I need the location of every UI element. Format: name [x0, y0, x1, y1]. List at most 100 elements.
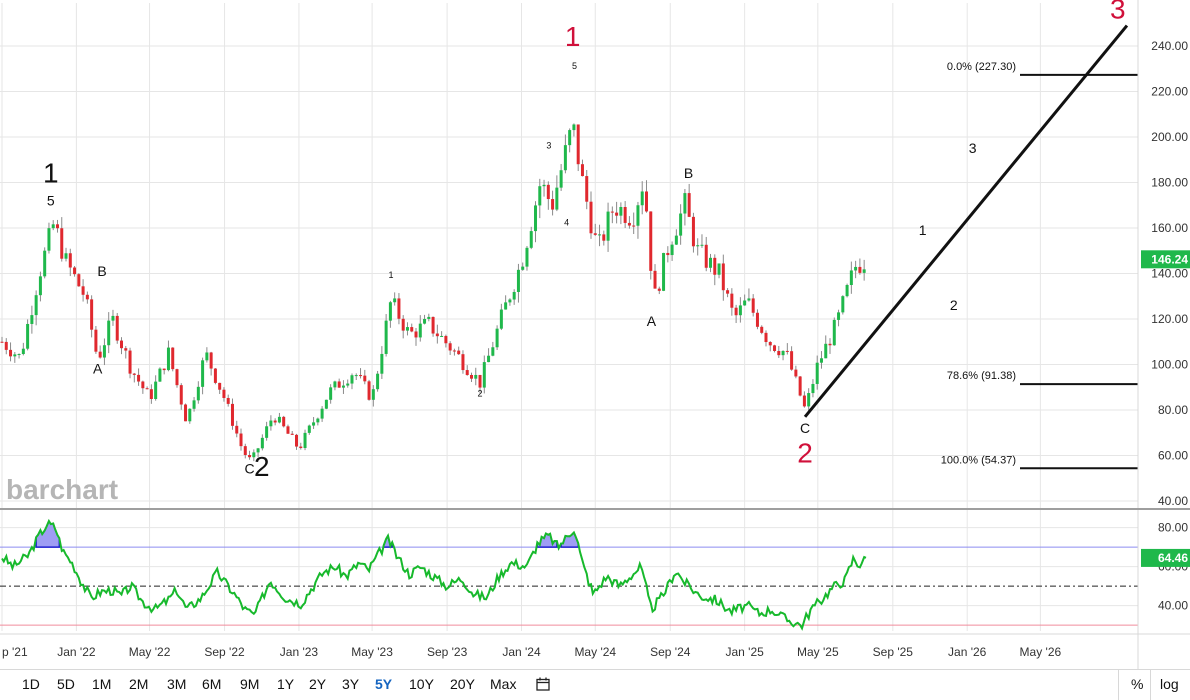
- candle-body: [465, 370, 469, 375]
- candle-body: [495, 328, 499, 348]
- range-button-5y[interactable]: 5Y: [375, 676, 393, 692]
- candle-body: [188, 408, 192, 422]
- toolbar-separator: [1150, 670, 1151, 700]
- candle-body: [371, 389, 375, 400]
- range-button-2y[interactable]: 2Y: [309, 676, 327, 692]
- watermark-logo: barchart: [6, 474, 118, 505]
- candle-body: [845, 285, 849, 297]
- candle-body: [128, 350, 132, 374]
- calendar-icon[interactable]: [536, 677, 550, 691]
- candle-body: [269, 420, 273, 427]
- candle-body: [653, 270, 657, 289]
- candle-body: [452, 350, 456, 352]
- candle-body: [504, 302, 508, 310]
- candle-body: [521, 266, 525, 270]
- candle-body: [410, 327, 414, 332]
- candle-body: [674, 235, 678, 245]
- range-button-2m[interactable]: 2M: [129, 676, 149, 692]
- range-button-1y[interactable]: 1Y: [277, 676, 295, 692]
- range-button-max[interactable]: Max: [490, 676, 517, 692]
- wave-label: 4: [564, 218, 569, 228]
- y-tick-label: 240.00: [1151, 39, 1188, 53]
- range-button-1d[interactable]: 1D: [22, 676, 40, 692]
- rsi-last-value: 64.46: [1158, 551, 1188, 565]
- candle-body: [546, 184, 550, 200]
- candle-body: [747, 298, 751, 301]
- candle-body: [30, 315, 34, 324]
- candle-body: [427, 316, 431, 319]
- range-button-9m[interactable]: 9M: [240, 676, 260, 692]
- log-toggle[interactable]: log: [1160, 676, 1179, 692]
- toolbar-separator: [1118, 670, 1119, 700]
- candle-body: [580, 164, 584, 177]
- wave-label: 5: [47, 192, 55, 208]
- rsi-last-badge: [1141, 548, 1190, 567]
- y-tick-label: 60.00: [1158, 449, 1188, 463]
- candle-body: [666, 252, 670, 256]
- candle-body: [333, 381, 337, 388]
- candle-body: [307, 425, 311, 433]
- wave-label: C: [800, 420, 810, 436]
- candle-body: [837, 312, 841, 320]
- price-candles: [0, 24, 1129, 462]
- candle-body: [38, 276, 42, 296]
- x-tick-label: May '22: [129, 645, 171, 659]
- candle-body: [431, 316, 435, 334]
- x-tick-label: May '26: [1020, 645, 1062, 659]
- candle-body: [730, 293, 734, 308]
- candle-body: [273, 420, 277, 423]
- candle-body: [243, 446, 247, 456]
- candle-body: [85, 294, 89, 300]
- range-button-1m[interactable]: 1M: [92, 676, 112, 692]
- wave-label: 3: [969, 140, 977, 156]
- range-button-5d[interactable]: 5D: [57, 676, 75, 692]
- candle-body: [632, 225, 636, 227]
- candle-body: [47, 228, 51, 251]
- last-price-value: 146.24: [1151, 252, 1188, 266]
- rsi-tick-label: 40.00: [1158, 599, 1188, 613]
- candle-body: [644, 191, 648, 212]
- candle-body: [819, 358, 823, 363]
- candle-body: [226, 397, 230, 404]
- wave-label: A: [93, 361, 103, 377]
- candle-body: [248, 455, 252, 458]
- percent-toggle[interactable]: %: [1131, 676, 1144, 692]
- candle-body: [585, 176, 589, 202]
- candle-body: [807, 393, 811, 407]
- candle-body: [418, 323, 422, 338]
- range-button-3m[interactable]: 3M: [167, 676, 187, 692]
- candle-body: [324, 399, 328, 409]
- x-tick-label: p '21: [2, 645, 28, 659]
- candle-body: [9, 349, 13, 357]
- candle-body: [461, 354, 465, 371]
- candle-body: [55, 224, 59, 229]
- rsi-line: [1, 518, 867, 631]
- wave-label: 1: [565, 21, 581, 52]
- range-button-20y[interactable]: 20Y: [450, 676, 475, 692]
- candle-body: [299, 446, 303, 449]
- candle-body: [252, 452, 256, 458]
- x-tick-label: Sep '22: [204, 645, 245, 659]
- fib-level-label: 78.6% (91.38): [947, 370, 1016, 382]
- candle-body: [350, 375, 354, 384]
- candle-body: [499, 309, 503, 329]
- candle-body: [137, 374, 141, 382]
- y-tick-label: 200.00: [1151, 130, 1188, 144]
- x-tick-label: May '23: [351, 645, 393, 659]
- fib-level-label: 100.0% (54.37): [941, 454, 1016, 466]
- candle-body: [679, 213, 683, 236]
- candle-body: [534, 205, 538, 232]
- elliott-trend-line: [803, 24, 1129, 418]
- chart-canvas[interactable]: 0.0% (227.30) 78.6% (91.38) 100.0% (54.37)…: [0, 0, 1190, 669]
- candle-body: [691, 216, 695, 247]
- range-button-10y[interactable]: 10Y: [409, 676, 434, 692]
- candle-body: [218, 382, 222, 390]
- candle-body: [764, 332, 768, 343]
- range-button-3y[interactable]: 3Y: [342, 676, 360, 692]
- wave-label: B: [97, 263, 106, 279]
- candle-body: [179, 385, 183, 405]
- candle-body: [824, 343, 828, 359]
- wave-label: 1: [919, 222, 927, 238]
- range-button-6m[interactable]: 6M: [202, 676, 222, 692]
- candle-body: [815, 362, 819, 384]
